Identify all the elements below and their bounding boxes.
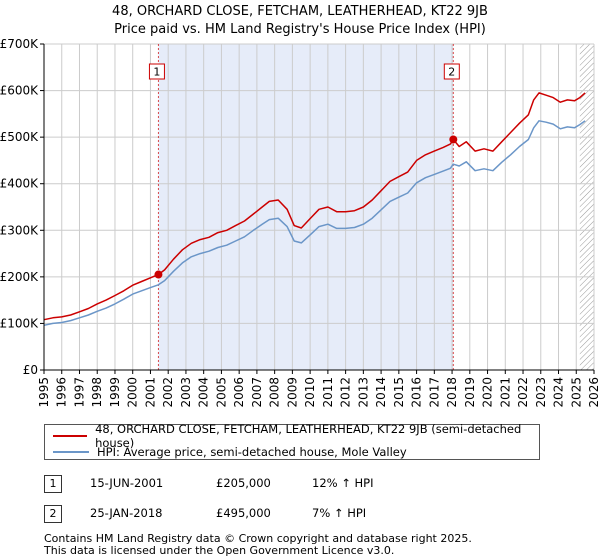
x-tick-label: 2017 (427, 377, 441, 408)
x-tick-label: 2026 (587, 377, 600, 408)
x-tick-label: 2019 (463, 377, 477, 408)
sale-label-number: 1 (153, 66, 160, 79)
chart-title: 48, ORCHARD CLOSE, FETCHAM, LEATHERHEAD,… (112, 4, 488, 19)
x-tick-label: 2023 (534, 377, 548, 408)
x-tick-label: 2020 (481, 377, 495, 408)
sale-date: 25-JAN-2018 (90, 506, 163, 520)
legend-item-property: 48, ORCHARD CLOSE, FETCHAM, LEATHERHEAD,… (53, 422, 539, 450)
x-tick-label: 1998 (90, 377, 104, 408)
x-tick-label: 2005 (214, 377, 228, 408)
x-tick-label: 2015 (392, 377, 406, 408)
legend-label-property: 48, ORCHARD CLOSE, FETCHAM, LEATHERHEAD,… (95, 422, 522, 450)
chart-legend: 48, ORCHARD CLOSE, FETCHAM, LEATHERHEAD,… (44, 422, 540, 460)
y-tick-label: £0 (23, 363, 38, 377)
y-tick-label: £300K (0, 223, 39, 237)
sale-hpi-change: 7% ↑ HPI (312, 506, 367, 520)
price-chart: 1 2 £0 £100K £200K £300K £400K £500K £600K £700K… (0, 37, 600, 408)
x-tick-label: 1997 (72, 377, 86, 408)
sale-badge: 2 (44, 505, 62, 523)
footer-copyright: Contains HM Land Registry data © Crown c… (44, 532, 472, 545)
sale-label-box (148, 63, 165, 80)
y-tick-label: £700K (0, 37, 39, 51)
x-tick-label: 2022 (516, 377, 530, 408)
y-tick-label: £600K (0, 84, 39, 98)
x-tick-label: 2013 (356, 377, 370, 408)
sale-point (154, 270, 163, 279)
sale-price: £495,000 (216, 506, 271, 520)
x-tick-label: 2025 (569, 377, 583, 408)
y-tick-label: £200K (0, 270, 39, 284)
x-tick-label: 2011 (321, 377, 335, 408)
x-tick-label: 2008 (268, 377, 282, 408)
sale-label-number: 2 (448, 66, 455, 79)
y-tick-label: £500K (0, 130, 39, 144)
x-tick-label: 2004 (197, 377, 211, 408)
x-tick-label: 2007 (250, 377, 264, 408)
x-tick-label: 2000 (126, 377, 140, 408)
sale-badge: 1 (44, 475, 62, 493)
x-tick-label: 2021 (498, 377, 512, 408)
hpi-line (43, 120, 586, 327)
x-tick-label: 2018 (445, 377, 459, 408)
property-price-line (43, 92, 586, 321)
sale-point (449, 135, 458, 144)
sale-hpi-change: 12% ↑ HPI (312, 476, 374, 490)
sale-date: 15-JUN-2001 (90, 476, 164, 490)
owned-period-shade (158, 44, 454, 370)
x-tick-label: 2002 (161, 377, 175, 408)
x-tick-label: 2009 (285, 377, 299, 408)
x-tick-label: 1996 (55, 377, 69, 408)
legend-label-hpi: HPI: Average price, semi-detached house,… (97, 445, 407, 459)
y-tick-label: £400K (0, 177, 39, 191)
footer-license: This data is licensed under the Open Gov… (44, 544, 395, 557)
forecast-hatch (579, 44, 594, 370)
x-tick-label: 2003 (179, 377, 193, 408)
x-tick-label: 2010 (303, 377, 317, 408)
x-tick-label: 1995 (37, 377, 51, 408)
y-tick-label: £100K (0, 316, 39, 330)
x-tick-label: 2012 (339, 377, 353, 408)
x-tick-label: 1999 (108, 377, 122, 408)
x-tick-label: 2014 (374, 377, 388, 408)
legend-swatch-property (53, 435, 88, 437)
x-tick-label: 2001 (143, 377, 157, 408)
legend-item-hpi: HPI: Average price, semi-detached house,… (53, 444, 407, 460)
sale-label-box (443, 63, 460, 80)
x-tick-label: 2016 (410, 377, 424, 408)
x-tick-label: 2024 (552, 377, 566, 408)
chart-subtitle: Price paid vs. HM Land Registry's House … (114, 22, 486, 37)
legend-swatch-hpi (53, 451, 89, 453)
x-tick-label: 2006 (232, 377, 246, 408)
sale-price: £205,000 (216, 476, 271, 490)
